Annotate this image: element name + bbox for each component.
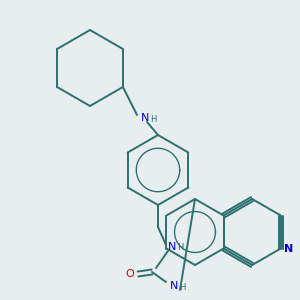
Text: H: H (150, 115, 156, 124)
Text: N: N (141, 113, 149, 123)
Text: H: H (177, 244, 183, 253)
Text: O: O (126, 269, 134, 279)
Text: N: N (284, 244, 293, 254)
Text: N: N (168, 242, 176, 252)
Text: N: N (170, 281, 178, 291)
Text: H: H (179, 283, 185, 292)
